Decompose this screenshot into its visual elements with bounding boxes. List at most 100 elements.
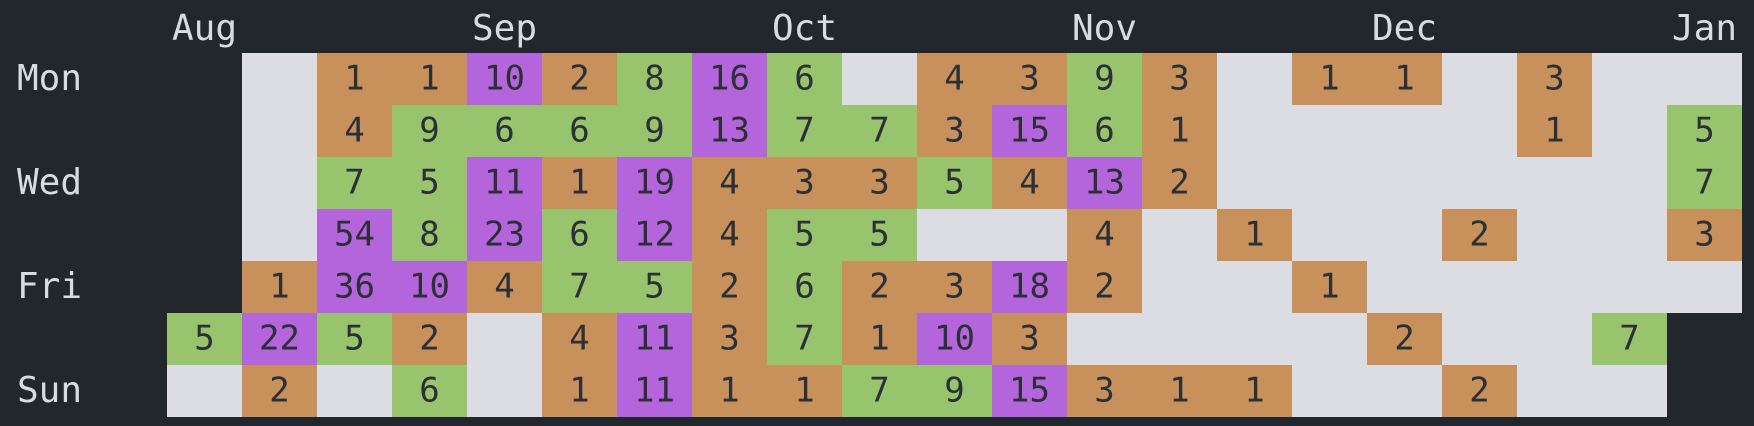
heatmap-cell-value-2-3: 54 (334, 215, 375, 255)
heatmap-cell-value-6-4: 5 (644, 267, 664, 307)
day-label-sun: Sun (17, 370, 82, 411)
heatmap-cell-value-9-5: 1 (869, 319, 889, 359)
heatmap-cell-3-0 (392, 53, 467, 105)
heatmap-cell-8-3 (767, 209, 842, 261)
heatmap-cell-value-5-2: 1 (569, 163, 589, 203)
heatmap-cell-1-3 (242, 209, 317, 261)
heatmap-cell-value-2-1: 4 (344, 111, 364, 151)
heatmap-cell-value-9-4: 2 (869, 267, 889, 307)
heatmap-cell-7-4 (692, 261, 767, 313)
heatmap-cell-18-3 (1517, 209, 1592, 261)
heatmap-cell-value-10-4: 3 (944, 267, 964, 307)
heatmap-cell-6-4 (617, 261, 692, 313)
heatmap-cell-value-10-6: 9 (944, 371, 964, 411)
heatmap-cell-5-4 (542, 261, 617, 313)
heatmap-cell-7-1 (692, 105, 767, 157)
heatmap-cell-15-2 (1292, 157, 1367, 209)
heatmap-cell-value-4-1: 6 (494, 111, 514, 151)
heatmap-cell-13-4 (1142, 261, 1217, 313)
heatmap-cell-13-2 (1142, 157, 1217, 209)
heatmap-cell-value-5-1: 6 (569, 111, 589, 151)
heatmap-cell-13-1 (1142, 105, 1217, 157)
heatmap-cell-value-7-5: 3 (719, 319, 739, 359)
heatmap-cell-14-6 (1217, 365, 1292, 417)
heatmap-cell-value-20-1: 5 (1694, 111, 1714, 151)
heatmap-cell-14-1 (1217, 105, 1292, 157)
heatmap-cell-18-5 (1517, 313, 1592, 365)
heatmap-cell-value-4-3: 23 (484, 215, 525, 255)
heatmap-cell-value-5-6: 1 (569, 371, 589, 411)
heatmap-cell-17-0 (1442, 53, 1517, 105)
heatmap-cell-value-18-1: 1 (1544, 111, 1564, 151)
month-label-aug: Aug (172, 8, 237, 49)
heatmap-cell-8-4 (767, 261, 842, 313)
heatmap-cell-12-0 (1067, 53, 1142, 105)
heatmap-cells: 5122214754365195810261061123426167418919… (167, 53, 1742, 417)
day-label-wed: Wed (17, 162, 82, 203)
heatmap-cell-17-1 (1442, 105, 1517, 157)
heatmap-cell-value-5-5: 4 (569, 319, 589, 359)
heatmap-cell-2-6 (317, 365, 392, 417)
heatmap-cell-value-14-6: 1 (1244, 371, 1264, 411)
heatmap-cell-12-4 (1067, 261, 1142, 313)
heatmap-cell-0-5 (167, 313, 242, 365)
heatmap-cell-value-10-2: 5 (944, 163, 964, 203)
heatmap-cell-3-6 (392, 365, 467, 417)
heatmap-cell-value-13-1: 1 (1169, 111, 1189, 151)
heatmap-cell-6-3 (617, 209, 692, 261)
day-label-mon: Mon (17, 58, 82, 99)
heatmap-cell-value-11-1: 15 (1009, 111, 1050, 151)
heatmap-cell-value-17-3: 2 (1469, 215, 1489, 255)
heatmap-cell-5-5 (542, 313, 617, 365)
heatmap-cell-value-12-3: 4 (1094, 215, 1114, 255)
heatmap-cell-value-6-0: 8 (644, 59, 664, 99)
heatmap-cell-value-0-5: 5 (194, 319, 214, 359)
heatmap-cell-7-3 (692, 209, 767, 261)
heatmap-cell-value-10-1: 3 (944, 111, 964, 151)
heatmap-cell-19-4 (1592, 261, 1667, 313)
heatmap-cell-7-0 (692, 53, 767, 105)
heatmap-cell-value-8-2: 3 (794, 163, 814, 203)
heatmap-cell-17-6 (1442, 365, 1517, 417)
heatmap-cell-value-7-1: 13 (709, 111, 750, 151)
heatmap-cell-value-8-0: 6 (794, 59, 814, 99)
heatmap-cell-value-12-1: 6 (1094, 111, 1114, 151)
heatmap-cell-18-1 (1517, 105, 1592, 157)
heatmap-cell-20-3 (1667, 209, 1742, 261)
heatmap-cell-value-3-1: 9 (419, 111, 439, 151)
heatmap-cell-9-0 (842, 53, 917, 105)
heatmap-cell-value-13-6: 1 (1169, 371, 1189, 411)
heatmap-cell-10-3 (917, 209, 992, 261)
heatmap-cell-5-2 (542, 157, 617, 209)
heatmap-cell-2-4 (317, 261, 392, 313)
heatmap-cell-2-0 (317, 53, 392, 105)
heatmap-cell-18-4 (1517, 261, 1592, 313)
heatmap-cell-17-5 (1442, 313, 1517, 365)
heatmap-cell-8-0 (767, 53, 842, 105)
heatmap-cell-value-6-6: 11 (634, 371, 675, 411)
heatmap-cell-15-0 (1292, 53, 1367, 105)
heatmap-cell-19-3 (1592, 209, 1667, 261)
heatmap-cell-20-1 (1667, 105, 1742, 157)
heatmap-cell-11-2 (992, 157, 1067, 209)
heatmap-cell-value-11-0: 3 (1019, 59, 1039, 99)
heatmap-cell-19-5 (1592, 313, 1667, 365)
heatmap-cell-19-0 (1592, 53, 1667, 105)
heatmap-cell-16-5 (1367, 313, 1442, 365)
heatmap-cell-0-6 (167, 365, 242, 417)
heatmap-cell-value-12-4: 2 (1094, 267, 1114, 307)
heatmap-cell-6-5 (617, 313, 692, 365)
heatmap-cell-value-20-2: 7 (1694, 163, 1714, 203)
heatmap-cell-value-9-2: 3 (869, 163, 889, 203)
heatmap-cell-6-2 (617, 157, 692, 209)
heatmap-cell-value-10-5: 10 (934, 319, 975, 359)
heatmap-cell-value-8-6: 1 (794, 371, 814, 411)
heatmap-cell-12-6 (1067, 365, 1142, 417)
heatmap-cell-value-7-3: 4 (719, 215, 739, 255)
heatmap-cell-value-9-1: 7 (869, 111, 889, 151)
heatmap-cell-6-1 (617, 105, 692, 157)
heatmap-cell-4-0 (467, 53, 542, 105)
heatmap-cell-9-4 (842, 261, 917, 313)
heatmap-cell-value-9-6: 7 (869, 371, 889, 411)
